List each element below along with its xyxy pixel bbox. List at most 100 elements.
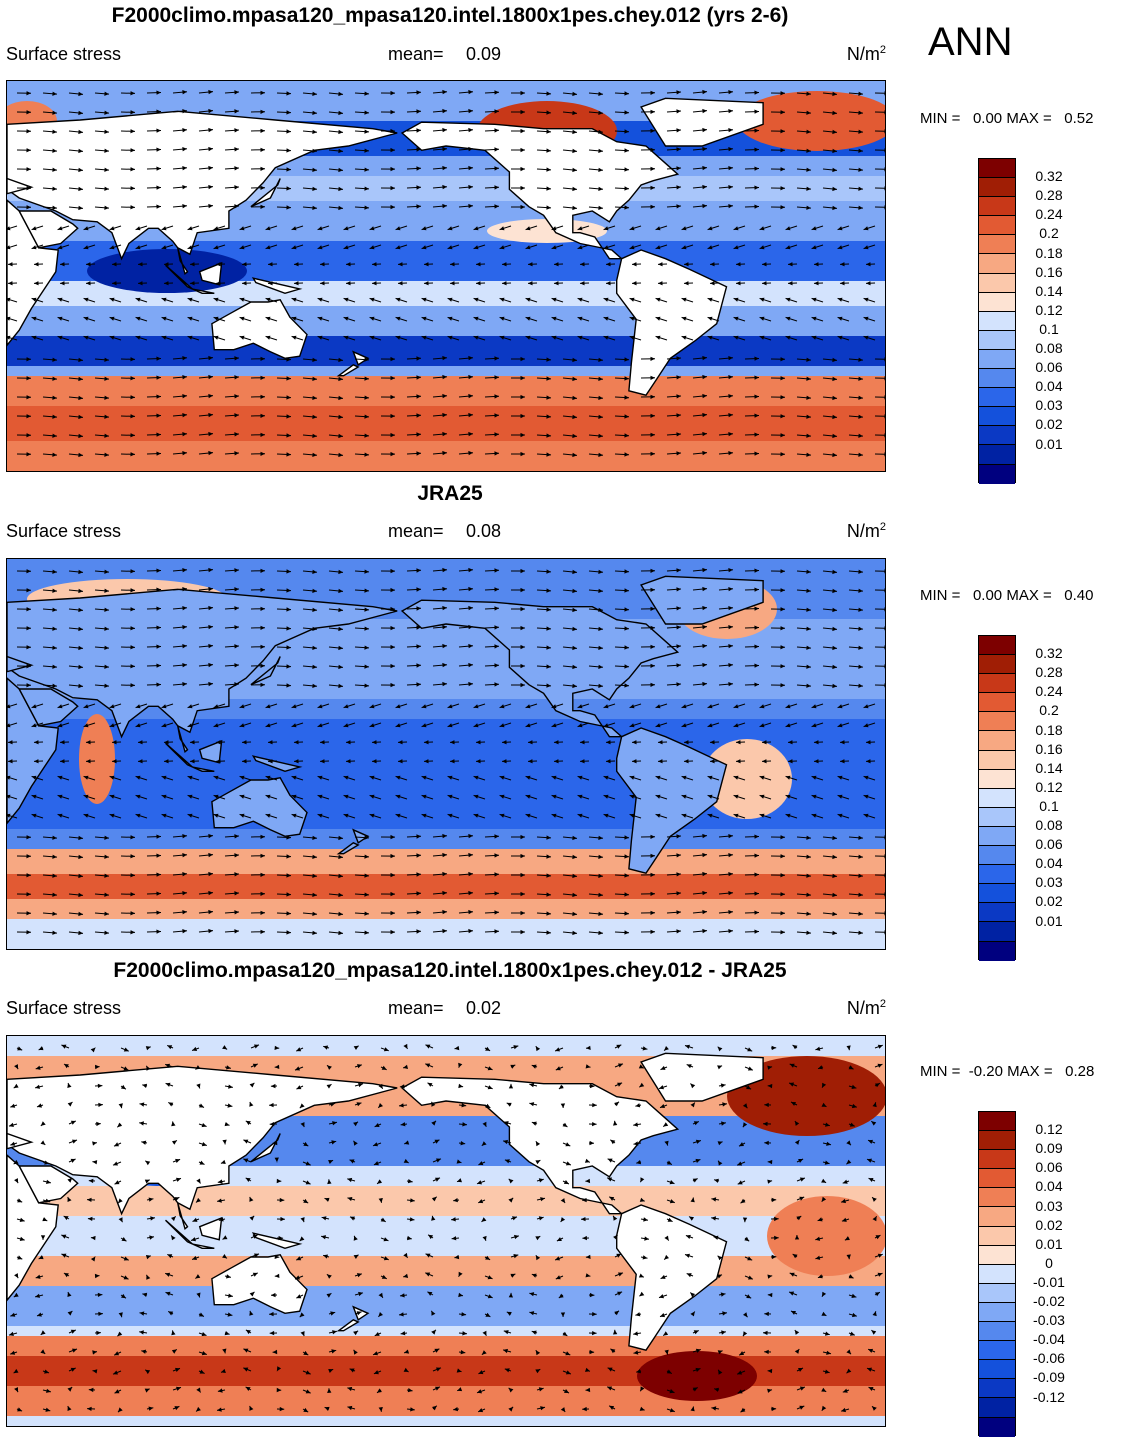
colorbar-tick-label: 0.1 [1024,798,1074,814]
colorbar-swatch [979,274,1015,293]
panel-header-row: Surface stress mean= 0.09 N/m2 [6,44,886,68]
colorbar-swatch [979,1379,1015,1398]
colorbar-swatch [979,159,1015,178]
map-plot [6,80,886,472]
colorbar-tick-label: 0.18 [1024,722,1074,738]
colorbar-tick-label: -0.02 [1024,1293,1074,1309]
mean-value: 0.09 [466,44,501,65]
colorbar-tick-label: 0.32 [1024,645,1074,661]
mean-label: mean= [388,998,444,1019]
contour-patch [87,249,247,293]
colorbar-swatch [979,903,1015,922]
colorbar-tick-label: 0.28 [1024,664,1074,680]
colorbar-swatch [979,1188,1015,1207]
variable-label: Surface stress [6,44,121,65]
colorbar-tick-label: 0.12 [1024,779,1074,795]
colorbar-tick-label: -0.06 [1024,1350,1074,1366]
colorbar-tick-label: 0.03 [1024,397,1074,413]
units-label: N/m2 [847,521,886,542]
colorbar-swatch [979,827,1015,846]
colorbar-swatch [979,789,1015,808]
colorbar-swatch [979,178,1015,197]
colorbar-tick-label: 0.14 [1024,283,1074,299]
colorbar-swatch [979,1303,1015,1322]
colorbar-tick-label: 0.16 [1024,741,1074,757]
colorbar-swatch [979,445,1015,464]
colorbar-swatch [979,1207,1015,1226]
colorbar-swatch [979,254,1015,273]
colorbar-tick-label: 0.16 [1024,264,1074,280]
mean-value: 0.02 [466,998,501,1019]
colorbar-swatch [979,331,1015,350]
colorbar-swatch [979,426,1015,445]
colorbar [978,158,1016,483]
contour-band [7,336,885,366]
colorbar-tick-label: 0.08 [1024,340,1074,356]
panel-title: F2000climo.mpasa120_mpasa120.intel.1800x… [0,4,900,28]
contour-band [7,1286,885,1326]
min-max-readout: MIN = 0.00 MAX = 0.52 [920,110,1093,127]
colorbar-tick-label: 0.1 [1024,321,1074,337]
colorbar-tick-label: 0.01 [1024,436,1074,452]
colorbar-tick-label: -0.09 [1024,1369,1074,1385]
colorbar-swatch [979,1265,1015,1284]
colorbar-tick-label: 0.04 [1024,855,1074,871]
colorbar-tick-label: 0.09 [1024,1140,1074,1156]
colorbar-tick-label: -0.12 [1024,1389,1074,1405]
colorbar-swatch [979,1322,1015,1341]
season-label: ANN [928,20,1012,65]
panel-header-row: Surface stress mean= 0.02 N/m2 [6,998,886,1022]
colorbar-swatch [979,1284,1015,1303]
units-label: N/m2 [847,44,886,65]
colorbar-tick-label: 0.06 [1024,1159,1074,1175]
colorbar-swatch [979,1341,1015,1360]
colorbar-swatch [979,731,1015,750]
colorbar-tick-label: -0.01 [1024,1274,1074,1290]
colorbar-swatch [979,407,1015,426]
colorbar-swatch [979,712,1015,731]
colorbar [978,635,1016,960]
contour-band [7,919,885,949]
contour-patch [767,1196,885,1276]
colorbar-tick-label: 0.02 [1024,416,1074,432]
map-plot [6,1035,886,1427]
map-plot [6,558,886,950]
colorbar-swatch [979,1398,1015,1417]
colorbar-swatch [979,884,1015,903]
colorbar-swatch [979,1246,1015,1265]
mean-value: 0.08 [466,521,501,542]
colorbar-swatch [979,388,1015,407]
panel-title: JRA25 [0,482,900,506]
colorbar-swatch [979,751,1015,770]
colorbar-tick-label: 0.01 [1024,1236,1074,1252]
variable-label: Surface stress [6,998,121,1019]
colorbar-swatch [979,465,1015,484]
colorbar-swatch [979,1227,1015,1246]
colorbar-swatch [979,922,1015,941]
colorbar-tick-label: 0.2 [1024,702,1074,718]
colorbar-swatch [979,693,1015,712]
colorbar-swatch [979,350,1015,369]
variable-label: Surface stress [6,521,121,542]
colorbar-swatch [979,1112,1015,1131]
colorbar-tick-label: 0.24 [1024,683,1074,699]
colorbar-tick-label: 0.06 [1024,836,1074,852]
colorbar-tick-label: 0.24 [1024,206,1074,222]
colorbar-tick-label: 0.03 [1024,874,1074,890]
colorbar-tick-label: 0.2 [1024,225,1074,241]
colorbar-tick-label: 0.01 [1024,913,1074,929]
colorbar-tick-label: 0.02 [1024,1217,1074,1233]
colorbar-tick-label: 0 [1024,1255,1074,1271]
mean-label: mean= [388,521,444,542]
contour-band [7,406,885,441]
colorbar-tick-label: 0.04 [1024,378,1074,394]
colorbar-tick-label: 0.32 [1024,168,1074,184]
colorbar-swatch [979,865,1015,884]
colorbar-tick-label: 0.06 [1024,359,1074,375]
colorbar-swatch [979,655,1015,674]
colorbar-swatch [979,942,1015,961]
panel-title: F2000climo.mpasa120_mpasa120.intel.1800x… [0,959,900,983]
contour-patch [637,1351,757,1401]
contour-band [7,1256,885,1286]
colorbar-tick-label: 0.12 [1024,302,1074,318]
